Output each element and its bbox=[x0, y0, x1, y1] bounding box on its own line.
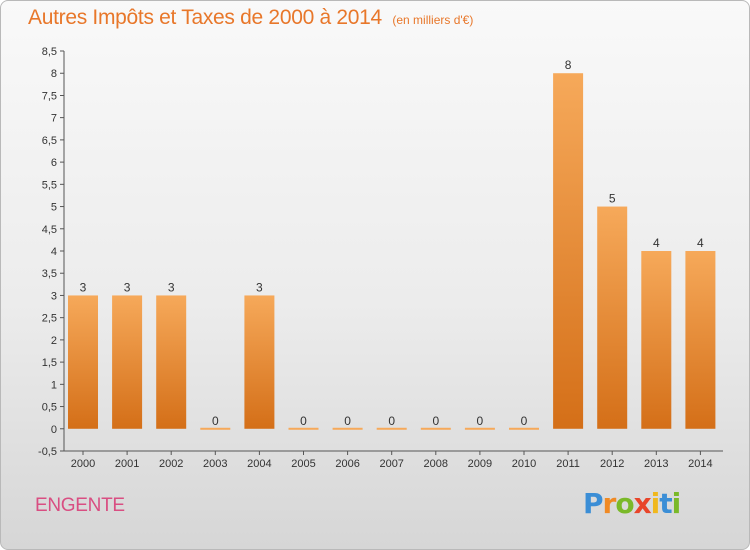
chart-unit-label: (en milliers d'€) bbox=[392, 13, 474, 27]
bar bbox=[332, 427, 363, 430]
x-tick-label: 2000 bbox=[71, 458, 95, 470]
y-tick-label: 6,5 bbox=[42, 135, 57, 147]
y-tick-label: 2 bbox=[51, 335, 57, 347]
y-tick-label: 7 bbox=[51, 113, 57, 125]
bar-value-label: 5 bbox=[609, 192, 616, 206]
x-tick-label: 2003 bbox=[203, 458, 227, 470]
bar bbox=[112, 295, 143, 429]
title-block: Autres Impôts et Taxes de 2000 à 2014 (e… bbox=[28, 6, 473, 30]
x-tick-label: 2011 bbox=[556, 458, 580, 470]
y-tick-label: 1,5 bbox=[42, 357, 57, 369]
x-tick-label: 2012 bbox=[600, 458, 624, 470]
y-tick-label: 3 bbox=[51, 290, 57, 302]
x-tick-label: 2014 bbox=[688, 458, 712, 470]
logo-letter: P bbox=[583, 487, 604, 520]
bar-value-label: 0 bbox=[344, 414, 351, 428]
bar bbox=[200, 427, 231, 430]
y-tick-label: 2,5 bbox=[42, 313, 57, 325]
x-tick-label: 2006 bbox=[335, 458, 359, 470]
x-tick-label: 2004 bbox=[247, 458, 271, 470]
bar bbox=[597, 206, 628, 429]
y-tick-label: 1 bbox=[51, 379, 57, 391]
y-tick-label: 6 bbox=[51, 157, 57, 169]
bar-value-label: 3 bbox=[124, 280, 131, 294]
bar bbox=[641, 251, 672, 429]
y-tick-label: 5 bbox=[51, 202, 57, 214]
y-tick-label: 4 bbox=[51, 246, 57, 258]
x-tick-label: 2007 bbox=[379, 458, 403, 470]
bar-value-label: 4 bbox=[697, 236, 704, 250]
y-tick-label: 4,5 bbox=[42, 224, 57, 236]
bar-value-label: 0 bbox=[432, 414, 439, 428]
x-tick-label: 2009 bbox=[468, 458, 492, 470]
logo-letter: r bbox=[602, 487, 617, 520]
bar-value-label: 0 bbox=[477, 414, 484, 428]
bar-value-label: 0 bbox=[388, 414, 395, 428]
bar-value-label: 3 bbox=[80, 280, 87, 294]
x-tick-label: 2005 bbox=[291, 458, 315, 470]
bar-value-label: 4 bbox=[653, 236, 660, 250]
y-tick-label: 0,5 bbox=[42, 402, 57, 414]
logo-letter: x bbox=[633, 487, 652, 520]
bar-value-label: 0 bbox=[521, 414, 528, 428]
bar bbox=[244, 295, 275, 429]
bar bbox=[420, 427, 451, 430]
logo-letter: i bbox=[671, 487, 682, 520]
y-tick-label: 3,5 bbox=[42, 268, 57, 280]
bar bbox=[156, 295, 187, 429]
y-tick-label: -0,5 bbox=[38, 446, 57, 458]
x-tick-label: 2013 bbox=[644, 458, 668, 470]
x-tick-label: 2008 bbox=[424, 458, 448, 470]
y-tick-label: 5,5 bbox=[42, 179, 57, 191]
proxiti-logo: Proxiti bbox=[583, 487, 682, 520]
y-tick-label: 8 bbox=[51, 68, 57, 80]
bar bbox=[685, 251, 716, 429]
commune-name: ENGENTE bbox=[35, 495, 125, 516]
bar bbox=[509, 427, 539, 430]
bar-value-label: 8 bbox=[565, 58, 572, 72]
bar-value-label: 0 bbox=[212, 414, 219, 428]
y-tick-label: 7,5 bbox=[42, 90, 57, 102]
x-tick-label: 2010 bbox=[512, 458, 536, 470]
x-tick-label: 2002 bbox=[159, 458, 183, 470]
bar bbox=[376, 427, 407, 430]
bar bbox=[68, 295, 98, 429]
x-tick-label: 2001 bbox=[115, 458, 139, 470]
logo-letter: i bbox=[650, 487, 661, 520]
bar bbox=[553, 73, 584, 429]
bar-value-label: 0 bbox=[300, 414, 307, 428]
y-tick-label: 8,5 bbox=[42, 46, 57, 58]
logo-letter: t bbox=[659, 487, 672, 520]
logo-letter: o bbox=[615, 487, 634, 520]
bar bbox=[288, 427, 319, 430]
bar-value-label: 3 bbox=[256, 280, 263, 294]
bar-value-label: 3 bbox=[168, 280, 175, 294]
chart-title: Autres Impôts et Taxes de 2000 à 2014 bbox=[28, 6, 382, 29]
y-tick-label: 0 bbox=[51, 424, 57, 436]
bar bbox=[464, 427, 495, 430]
